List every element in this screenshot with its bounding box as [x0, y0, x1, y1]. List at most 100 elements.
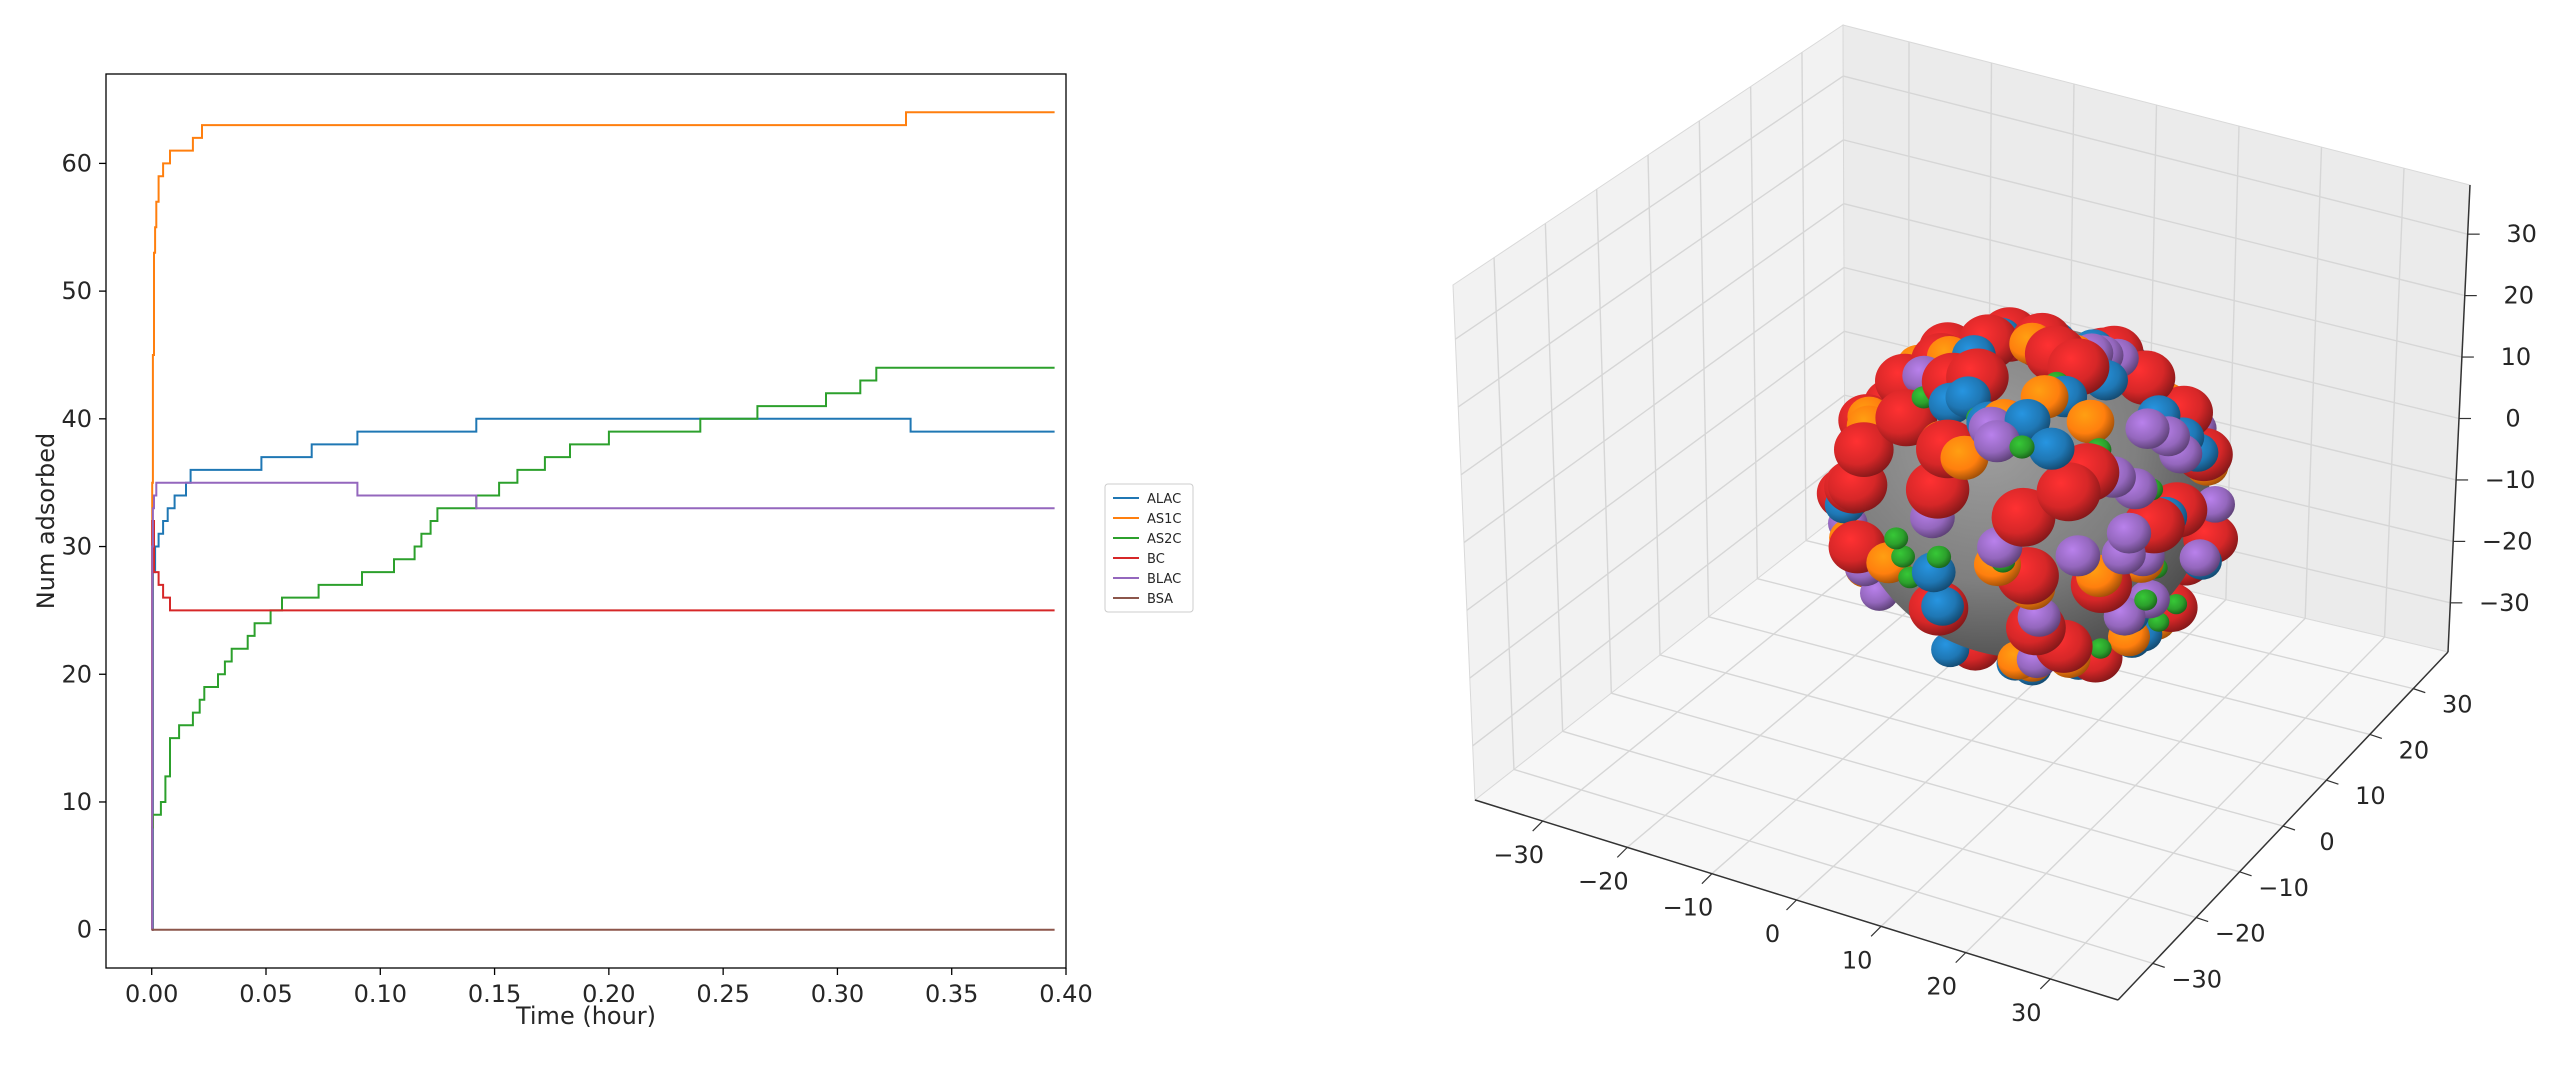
- z-tick-label: −10: [2485, 466, 2536, 494]
- grid-line: [1708, 616, 2327, 781]
- y-tick-label: 30: [2442, 691, 2473, 719]
- series-line-alac: [151, 417, 1055, 931]
- protein-sphere-purple: [2125, 408, 2170, 450]
- y-tick-mark: [2413, 688, 2426, 694]
- protein-sphere-red: [1834, 422, 1894, 477]
- protein-sphere-purple: [1974, 420, 2020, 463]
- y-axis-label: Num adsorbed: [32, 433, 60, 609]
- legend-label: ALAC: [1147, 492, 1181, 507]
- y-tick-label: 40: [61, 405, 92, 433]
- y-tick-label: −30: [2171, 965, 2222, 993]
- y-tick-label: 60: [61, 149, 92, 177]
- x-axis-label: Time (hour): [515, 1002, 656, 1030]
- grid-line: [1843, 75, 2468, 235]
- grid-line: [1611, 692, 2240, 873]
- grid-line: [1513, 768, 2153, 965]
- x-tick-label: −30: [1493, 841, 1544, 869]
- protein-sphere-green: [2134, 589, 2158, 611]
- z-tick-label: −20: [2482, 527, 2533, 555]
- protein-sphere-green: [1884, 527, 1909, 550]
- grid-line: [1454, 75, 1844, 340]
- x-tick-mark: [2039, 978, 2051, 990]
- z-tick-label: 0: [2505, 405, 2520, 433]
- y-tick-mark: [2282, 825, 2296, 831]
- y-tick-label: 0: [77, 916, 92, 944]
- legend-label: AS2C: [1147, 532, 1182, 547]
- z-tick-label: 30: [2506, 220, 2537, 248]
- x-tick-mark: [1616, 846, 1628, 858]
- legend-label: BC: [1147, 552, 1165, 567]
- protein-sphere-blue: [1921, 586, 1964, 626]
- grid-line: [1472, 458, 1846, 747]
- series-line-as2c: [151, 366, 1055, 931]
- x-tick-label: 0.25: [696, 980, 749, 1008]
- x-tick-label: 0.30: [811, 980, 864, 1008]
- x-tick-mark: [1870, 925, 1882, 937]
- x-tick-label: −10: [1663, 894, 1714, 922]
- z-tick-label: 20: [2504, 282, 2535, 310]
- x-tick-mark: [1701, 873, 1713, 885]
- protein-sphere-green: [1926, 545, 1952, 569]
- protein-sphere-green: [1891, 545, 1915, 568]
- grid-line: [1469, 394, 1845, 679]
- x-tick-label: 0: [1765, 920, 1780, 948]
- grid-line: [1463, 266, 1845, 544]
- y-tick-mark: [2326, 779, 2339, 785]
- x-tick-label: 0.00: [125, 980, 178, 1008]
- protein-sphere-green: [2009, 435, 2035, 459]
- grid-line: [1562, 730, 2197, 919]
- y-tick-label: −20: [2215, 920, 2266, 948]
- x-tick-label: 0.10: [354, 980, 407, 1008]
- x-tick-label: 10: [1842, 946, 1873, 974]
- legend-label: BLAC: [1147, 572, 1181, 587]
- x-tick-mark: [1786, 899, 1797, 911]
- x-tick-mark: [1532, 820, 1544, 832]
- y-tick-label: −10: [2258, 874, 2309, 902]
- grid-line: [1843, 266, 2460, 420]
- x-tick-label: 0.40: [1039, 980, 1092, 1008]
- y-tick-label: 10: [61, 788, 92, 816]
- z-tick-label: −30: [2479, 589, 2530, 617]
- protein-sphere-purple: [2106, 512, 2152, 554]
- plot-frame: [105, 73, 1067, 969]
- protein-sphere-red: [2036, 462, 2101, 522]
- grid-line: [1843, 203, 2463, 358]
- adsorption-line-chart: 0.00 0.05 0.10 0.15 0.20 0.25 0.30 0.35 0.40 0 10 2…: [32, 73, 1194, 1030]
- x-tick-label: 20: [1926, 973, 1957, 1001]
- protein-sphere-purple: [2179, 539, 2221, 577]
- protein-sphere-green: [2165, 594, 2187, 614]
- x-tick-label: 30: [2011, 999, 2042, 1027]
- series-line-bc: [151, 520, 1055, 931]
- x-tick-mark: [1955, 952, 1967, 964]
- legend-label: BSA: [1147, 592, 1173, 607]
- protein-sphere-orange: [2066, 399, 2115, 444]
- y-tick-mark: [2152, 962, 2165, 968]
- grid-line: [1460, 203, 1845, 476]
- y-tick-label: 30: [61, 533, 92, 561]
- legend-label: AS1C: [1147, 512, 1182, 527]
- y-tick-mark: [2239, 871, 2252, 877]
- x-tick-label: 0.20: [582, 980, 635, 1008]
- y-tick-label: 20: [2399, 736, 2430, 764]
- protein-sphere-green: [2089, 638, 2112, 659]
- series-line-as1c: [151, 111, 1055, 931]
- y-tick-mark: [2195, 917, 2209, 923]
- y-tick-label: 50: [61, 277, 92, 305]
- grid-line: [1466, 330, 1845, 611]
- x-tick-label: 0.35: [925, 980, 978, 1008]
- x-tick-label: 0.15: [468, 980, 521, 1008]
- grid-line: [1457, 139, 1844, 408]
- protein-sphere-purple: [2055, 535, 2101, 577]
- x-tick-label: −20: [1578, 867, 1629, 895]
- series-line-blac: [151, 481, 1055, 931]
- legend-box: [1104, 483, 1194, 613]
- protein-sphere-blue: [2028, 427, 2075, 470]
- z-tick-label: 10: [2501, 343, 2532, 371]
- x-tick-label: 0.05: [239, 980, 292, 1008]
- y-tick-mark: [2369, 733, 2383, 739]
- y-tick-label: 20: [61, 660, 92, 688]
- grid-line: [1843, 139, 2465, 297]
- y-tick-label: 10: [2355, 782, 2386, 810]
- grid-line: [1659, 654, 2284, 827]
- y-tick-label: 0: [2319, 828, 2334, 856]
